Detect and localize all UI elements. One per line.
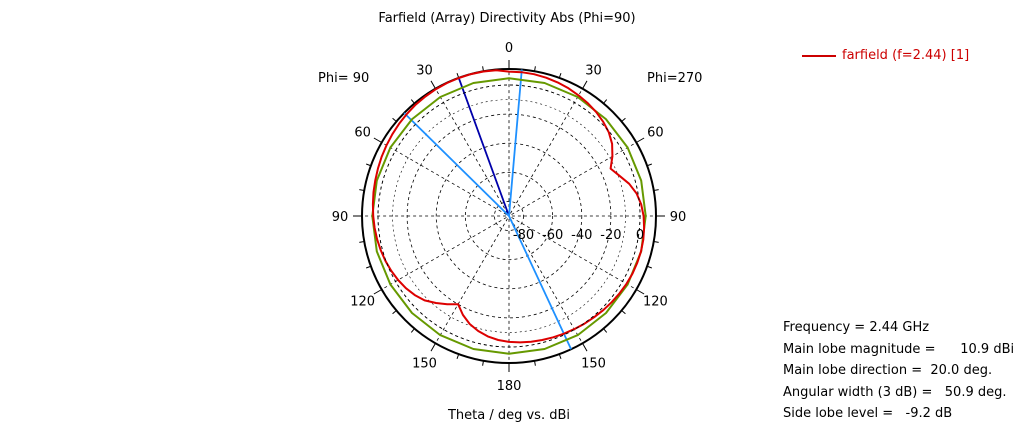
phi-right-label: Phi=270 (647, 71, 702, 86)
tick-mark (365, 265, 372, 269)
angle-label: 0 (505, 41, 513, 56)
series-curve (371, 69, 646, 344)
radial-tick-label: 0 (636, 228, 644, 243)
indicator-line (403, 112, 510, 217)
info-main-lobe-magnitude: Main lobe magnitude = 10.9 dBi (783, 341, 1015, 357)
angle-label: 150 (581, 356, 606, 371)
tick-mark (534, 360, 536, 366)
angle-label: 180 (497, 379, 522, 394)
angle-spoke (435, 218, 508, 344)
info-angular-width: Angular width (3 dB) = 50.9 deg. (783, 384, 1007, 400)
indicator-lines (403, 69, 572, 350)
angle-label: 30 (416, 64, 433, 79)
tick-mark (636, 137, 645, 143)
legend-swatch (802, 54, 836, 57)
tick-mark (653, 189, 659, 191)
legend-label: farfield (f=2.44) [1] (842, 48, 970, 63)
tick-mark (621, 117, 626, 122)
range-ring (435, 142, 583, 290)
tick-mark (430, 343, 436, 352)
indicator-line (508, 69, 523, 217)
info-frequency: Frequency = 2.44 GHz (783, 320, 930, 335)
radial-tick-label: -40 (571, 228, 592, 243)
angle-label: 60 (647, 126, 664, 141)
angle-spoke (511, 217, 637, 290)
radial-tick-label: -20 (600, 228, 621, 243)
angle-label: 30 (585, 64, 602, 79)
range-ring (494, 201, 524, 231)
angle-spoke (510, 88, 583, 214)
phi-left-label: Phi= 90 (318, 71, 369, 86)
angle-label: 90 (670, 210, 687, 225)
series-layer (371, 69, 647, 355)
tick-mark (482, 360, 484, 366)
tick-mark (359, 241, 365, 243)
chart-title: Farfield (Array) Directivity Abs (Phi=90… (378, 11, 635, 26)
tick-mark (410, 99, 415, 104)
tick-mark (534, 66, 536, 72)
info-main-lobe-direction: Main lobe direction = 20.0 deg. (783, 363, 993, 378)
tick-mark (373, 137, 382, 143)
angle-spoke (511, 142, 637, 215)
tick-mark (373, 289, 382, 295)
tick-mark (410, 328, 415, 333)
tick-mark (456, 353, 460, 360)
angle-spoke (435, 88, 508, 214)
tick-mark (365, 163, 372, 167)
range-ring (464, 171, 554, 261)
tick-mark (603, 328, 608, 333)
angle-label: 90 (332, 210, 349, 225)
polar-grid (353, 60, 665, 372)
indicator-line (457, 77, 510, 217)
angle-spoke (381, 217, 507, 290)
x-axis-label: Theta / deg vs. dBi (447, 408, 570, 423)
angle-spoke (381, 142, 507, 215)
tick-mark (646, 163, 653, 167)
axis-labels: 0 30 60 90 120 150 180 150 120 90 60 30 -80 -60 -40 -20… (332, 41, 687, 394)
radial-tick-label: -80 (513, 228, 534, 243)
tick-mark (392, 310, 397, 315)
angle-label: 150 (412, 356, 437, 371)
info-side-lobe-level: Side lobe level = -9.2 dB (783, 406, 953, 421)
angle-spoke (510, 218, 583, 344)
tick-mark (359, 189, 365, 191)
tick-mark (558, 72, 562, 79)
tick-mark (582, 343, 588, 352)
tick-mark (482, 66, 484, 72)
series-curve (371, 77, 647, 355)
indicator-line (508, 215, 572, 350)
tick-mark (582, 80, 588, 89)
info-panel: Frequency = 2.44 GHz Main lobe magnitude… (783, 317, 1014, 425)
angle-label: 120 (643, 295, 668, 310)
tick-mark (653, 241, 659, 243)
tick-mark (558, 353, 562, 360)
radial-tick-label: -60 (542, 228, 563, 243)
tick-mark (392, 117, 397, 122)
angle-label: 120 (350, 295, 375, 310)
tick-mark (603, 99, 608, 104)
tick-mark (430, 80, 436, 89)
range-ring (392, 99, 626, 333)
reference-ring (377, 84, 641, 348)
legend: farfield (f=2.44) [1] (802, 48, 969, 63)
tick-mark (646, 265, 653, 269)
tick-mark (621, 310, 626, 315)
tick-mark (636, 289, 645, 295)
angle-label: 60 (354, 126, 371, 141)
